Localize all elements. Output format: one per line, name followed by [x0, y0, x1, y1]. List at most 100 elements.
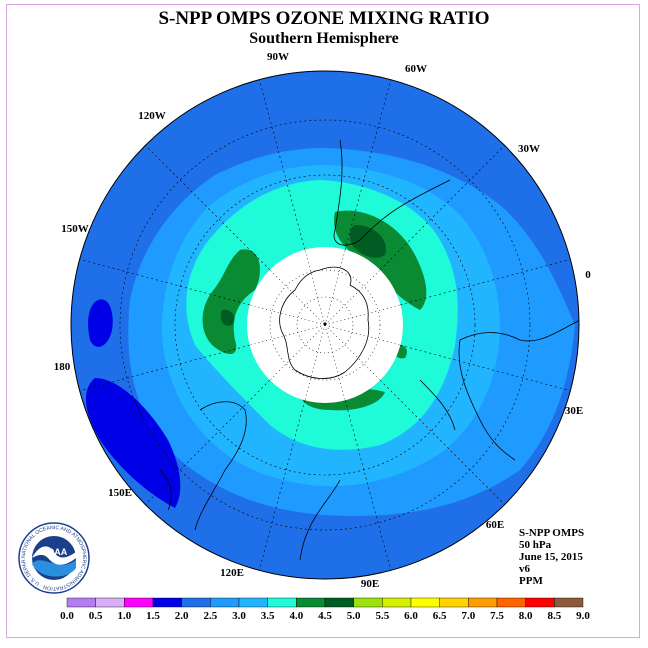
- colorbar-tick-label: 3.0: [232, 610, 246, 622]
- colorbar-tick-label: 0.0: [60, 610, 74, 622]
- latitude-circle: [174, 174, 476, 476]
- colorbar-tick-label: 2.5: [203, 610, 217, 622]
- contour-4-5-west: [202, 249, 260, 355]
- colorbar-swatch: [554, 597, 584, 608]
- meridian-line: [344, 400, 392, 571]
- longitude-label: 90E: [361, 578, 379, 590]
- colorbar-tick-label: 1.0: [117, 610, 131, 622]
- meridian-line: [379, 145, 505, 271]
- info-date: June 15, 2015: [519, 551, 583, 563]
- inner-meridian-line: [324, 304, 401, 326]
- noaa-logo: NATIONAL OCEANIC AND ATMOSPHERIC ADMINIS…: [18, 522, 90, 594]
- meridian-line: [400, 258, 571, 306]
- inner-meridian-line: [304, 324, 326, 401]
- colorbar-tick-label: 9.0: [576, 610, 590, 622]
- colorbar-swatch: [525, 597, 555, 608]
- colorbar-tick-label: 2.0: [175, 610, 189, 622]
- longitude-label: 30W: [518, 143, 540, 155]
- longitude-labels: 90W 60W 30W 0 30E 60E 90E 120E 150E 180 150W 120W: [54, 51, 592, 590]
- contour-5-0-west: [220, 309, 235, 326]
- colorbar-swatch: [353, 597, 383, 608]
- meridian-line: [145, 379, 271, 505]
- inner-meridian-line: [304, 249, 326, 326]
- info-level: 50 hPa: [519, 539, 552, 551]
- longitude-label: 60W: [405, 63, 427, 75]
- colorbar-tick-label: 7.5: [490, 610, 504, 622]
- meridian-line: [145, 145, 271, 271]
- meridian-line: [344, 79, 392, 250]
- colorbar-swatch: [496, 597, 526, 608]
- inner-meridian-line: [324, 269, 381, 326]
- inner-meridian-line: [269, 269, 326, 326]
- low-spot: [88, 299, 113, 347]
- inner-meridian-line: [324, 324, 381, 381]
- colorbar-tick-label: 4.5: [318, 610, 332, 622]
- inner-latitude-circle: [296, 296, 354, 354]
- colorbar-tick-label: 5.5: [375, 610, 389, 622]
- graticule: [79, 79, 571, 571]
- contour-5-0: [349, 225, 386, 258]
- inner-meridian-line: [324, 324, 346, 401]
- colorbar-swatch: [95, 597, 125, 608]
- longitude-label: 120W: [138, 110, 166, 122]
- map-title: S-NPP OMPS OZONE MIXING RATIO: [158, 8, 490, 29]
- colorbar-swatch: [181, 597, 211, 608]
- latitude-circle: [119, 119, 531, 531]
- colorbar-swatch: [124, 597, 154, 608]
- colorbar-swatch: [439, 597, 469, 608]
- south-pole-dot: [323, 322, 327, 326]
- longitude-label: 150W: [61, 223, 89, 235]
- meridian-line: [79, 258, 250, 306]
- longitude-label: 0: [585, 269, 591, 281]
- info-version: v6: [519, 563, 530, 575]
- meridian-line: [79, 344, 250, 392]
- colorbar-swatch: [210, 597, 240, 608]
- longitude-label: 180: [54, 361, 71, 373]
- antarctica-coast: [279, 266, 370, 379]
- colorbar-tick-label: 4.0: [289, 610, 303, 622]
- colorbar-tick-label: 8.0: [519, 610, 533, 622]
- logo-text: NOAA: [41, 547, 68, 557]
- info-instrument: S-NPP OMPS: [519, 527, 585, 539]
- colorbar-tick-label: 1.5: [146, 610, 160, 622]
- longitude-label: 30E: [565, 405, 583, 417]
- meridian-line: [400, 344, 571, 392]
- colorbar-tick-label: 6.5: [433, 610, 447, 622]
- inner-meridian-line: [324, 324, 401, 346]
- colorbar-swatch: [382, 597, 412, 608]
- colorbar-swatch: [238, 597, 268, 608]
- inner-meridian-line: [249, 304, 326, 326]
- map-boundary: [70, 70, 580, 580]
- inner-graticule: [249, 249, 401, 401]
- colorbar: 0.0 0.5 1.0 1.5 2.0 2.5 3.0 3.5 4.0 4.5 5.0 5.5 6.0 6…: [60, 597, 590, 622]
- colorbar-tick-label: 7.0: [461, 610, 475, 622]
- colorbar-tick-label: 8.5: [547, 610, 561, 622]
- inner-latitude-circle: [269, 269, 381, 381]
- coastlines: [139, 139, 579, 561]
- meridian-line: [258, 400, 306, 571]
- meridian-line: [379, 379, 505, 505]
- colorbar-swatch: [410, 597, 440, 608]
- inner-meridian-line: [324, 249, 346, 326]
- colorbar-tick-label: 0.5: [89, 610, 103, 622]
- colorbar-swatch: [468, 597, 498, 608]
- figure-frame: [6, 4, 640, 638]
- colorbar-swatch: [267, 597, 297, 608]
- longitude-label: 150E: [108, 487, 132, 499]
- longitude-label: 120E: [220, 567, 244, 579]
- colorbar-swatch: [296, 597, 326, 608]
- longitude-label: 90W: [267, 51, 289, 63]
- colorbar-swatch: [324, 597, 354, 608]
- colorbar-tick-label: 5.0: [347, 610, 361, 622]
- longitude-label: 60E: [486, 519, 504, 531]
- info-units: PPM: [519, 575, 543, 587]
- low-region: [85, 378, 181, 508]
- inner-meridian-line: [249, 324, 326, 346]
- colorbar-tick-label: 3.5: [261, 610, 275, 622]
- map-subtitle: Southern Hemisphere: [249, 30, 399, 47]
- colorbar-tick-label: 6.0: [404, 610, 418, 622]
- colorbar-swatch: [66, 597, 96, 608]
- inner-meridian-line: [269, 324, 326, 381]
- meridian-line: [258, 79, 306, 250]
